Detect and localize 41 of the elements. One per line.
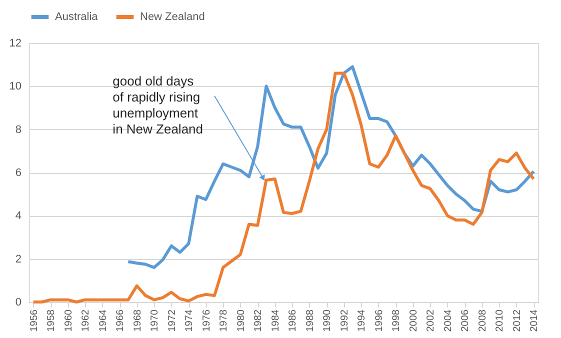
x-tick-label: 2012 xyxy=(512,309,523,332)
x-tick-label: 1990 xyxy=(322,309,334,332)
x-tick-label: 1966 xyxy=(115,309,126,332)
x-tick-label: 2010 xyxy=(494,309,506,332)
x-tick-label: 1986 xyxy=(288,309,299,332)
x-tick-label: 1980 xyxy=(236,309,247,332)
x-tick-label: 1974 xyxy=(184,309,196,332)
x-tick-label: 1972 xyxy=(166,309,178,332)
x-tick-label: 1962 xyxy=(80,309,92,332)
line-series xyxy=(32,72,536,304)
y-tick-label: 2 xyxy=(15,253,22,266)
x-tick-label: 2002 xyxy=(426,309,437,332)
x-tick-label: 1958 xyxy=(46,309,58,332)
annotation: good old days of rapidly rising unemployment in New Zealand xyxy=(112,73,204,136)
x-tick-label: 1996 xyxy=(374,309,385,332)
x-tick-label: 1988 xyxy=(304,309,316,332)
y-tick-label: 8 xyxy=(15,124,22,136)
x-tick-label: 2000 xyxy=(408,309,420,332)
x-tick-label: 1968 xyxy=(132,309,144,332)
x-tick-label: 2006 xyxy=(460,309,472,332)
y-tick-label: 10 xyxy=(9,80,22,93)
legend-label: New Zealand xyxy=(140,11,205,23)
y-tick-label: 0 xyxy=(15,296,22,308)
x-tick-label: 1982 xyxy=(253,309,264,332)
x-tick-label: 1992 xyxy=(339,309,350,332)
x-tick-label: 2014 xyxy=(529,309,540,332)
x-tick-label: 1978 xyxy=(218,309,230,332)
x-tick-label: 1960 xyxy=(63,309,74,332)
y-tick-label: 4 xyxy=(15,210,22,222)
x-tick-label: 1994 xyxy=(356,309,368,332)
legend-label: Australia xyxy=(55,11,99,23)
x-tick-label: 1984 xyxy=(270,309,282,332)
x-tick-label: 1956 xyxy=(28,309,40,332)
y-tick-label: 12 xyxy=(9,38,22,50)
x-tick-label: 2008 xyxy=(477,309,488,332)
x-tick-label: 1964 xyxy=(98,309,109,332)
x-tick-label: 1998 xyxy=(391,309,402,332)
y-tick-label: 6 xyxy=(15,167,22,179)
x-tick-label: 1970 xyxy=(150,309,161,332)
x-tick-label: 2004 xyxy=(442,309,454,332)
x-tick-label: 1976 xyxy=(201,309,212,332)
